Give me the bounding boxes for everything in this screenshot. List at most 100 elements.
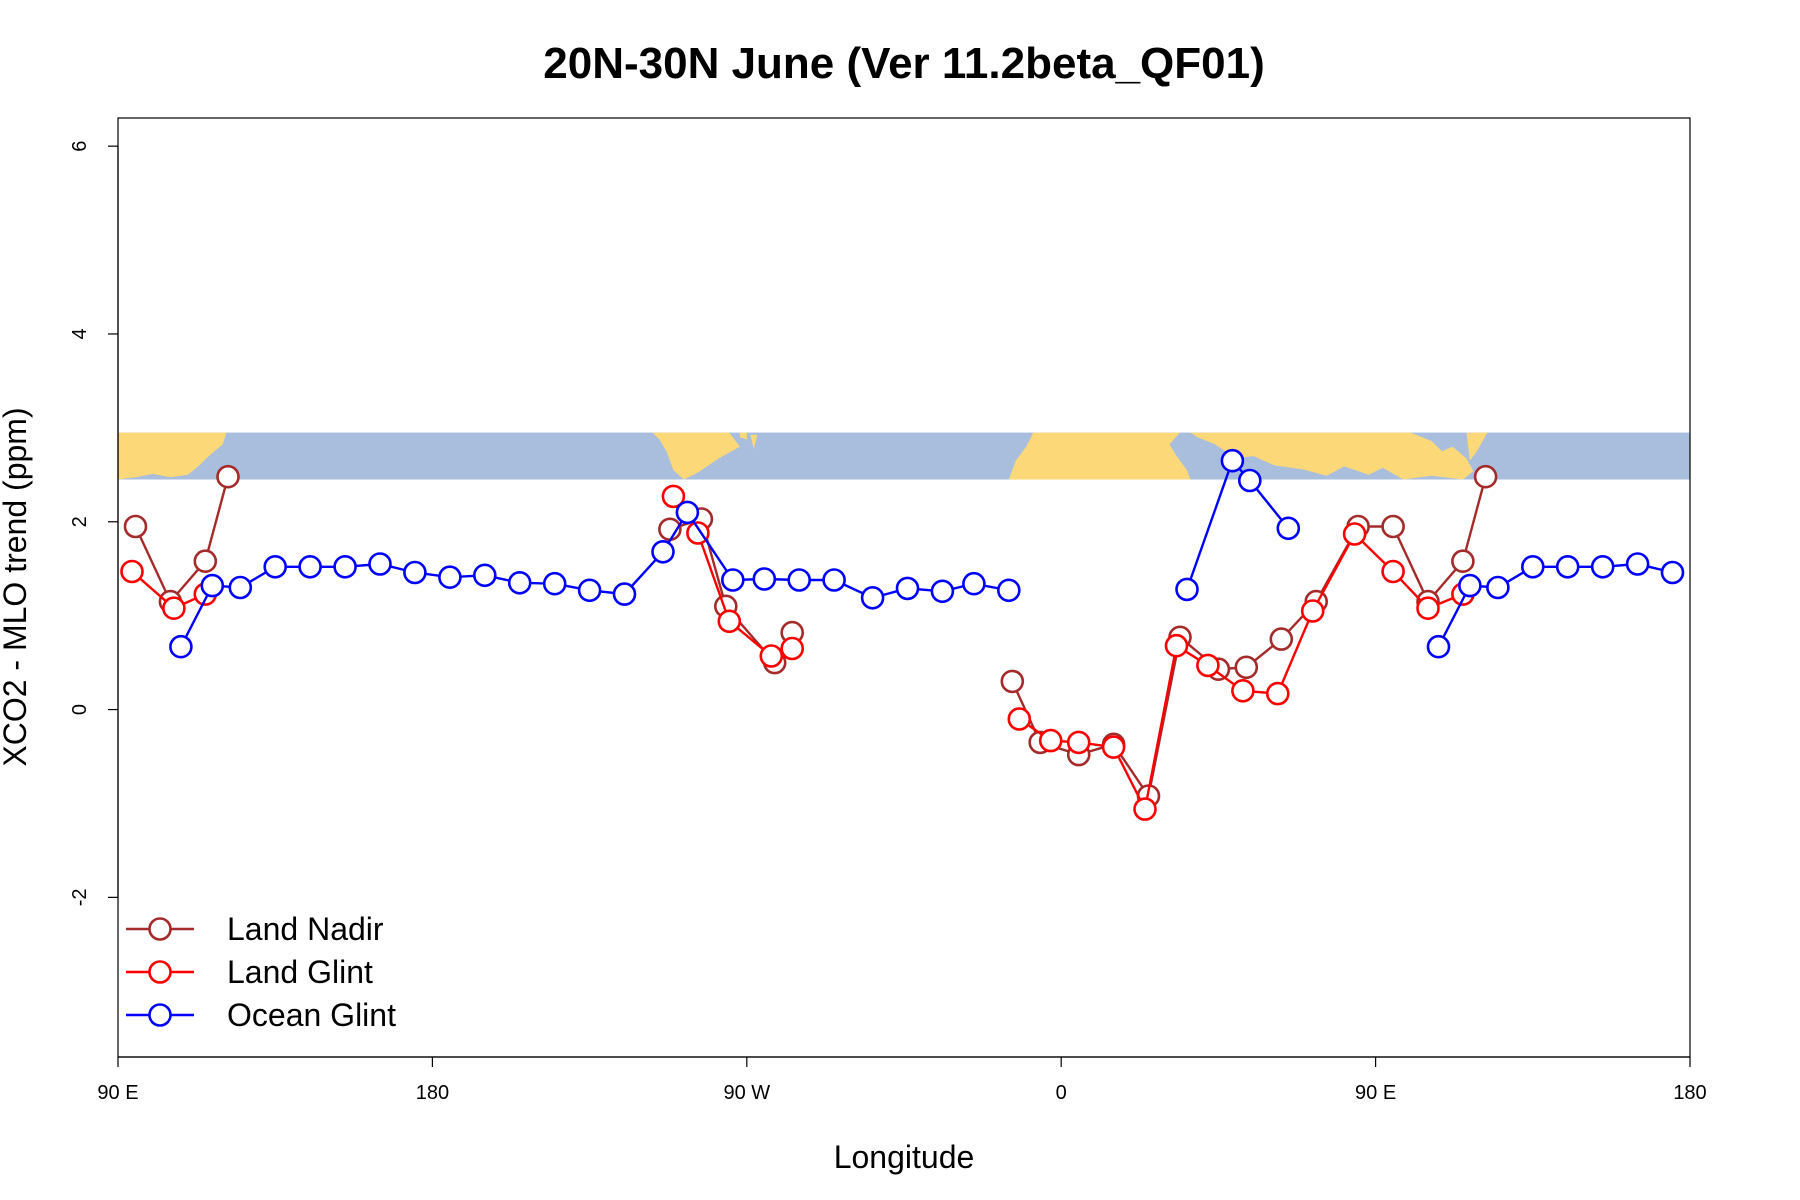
ocean-glint-point (577, 578, 602, 603)
land-nadir-point (1381, 514, 1405, 539)
land-glint-point (717, 609, 742, 634)
map-band (118, 432, 1690, 480)
ocean-glint-point (1238, 468, 1262, 493)
legend-marker (148, 960, 172, 984)
ocean-glint-point (1660, 560, 1685, 585)
ocean-glint-point (200, 573, 225, 598)
ocean-glint-line-0 (179, 510, 1010, 648)
land-glint-point (759, 644, 784, 668)
legend-marker (148, 917, 172, 941)
ocean-glint-point (720, 568, 745, 592)
ocean-glint-point (298, 554, 322, 579)
land-glint-point (1231, 678, 1255, 703)
ocean-glint-point (787, 568, 812, 592)
x-tick-label: 180 (1673, 1082, 1706, 1104)
land-shape-2 (739, 432, 747, 440)
land-glint-point (1133, 797, 1157, 821)
ocean-glint-point (612, 582, 637, 606)
land-glint-point (120, 559, 144, 584)
y-tick-label: 6 (69, 141, 91, 152)
y-tick-label: 2 (69, 516, 91, 527)
y-axis: -2 0 2 4 6 (69, 141, 119, 906)
ocean-glint-point (1555, 554, 1580, 579)
ocean-glint-point (1625, 552, 1650, 576)
x-tick-label: 90 E (97, 1082, 138, 1104)
ocean-glint-point (675, 500, 700, 525)
series-land-glint (120, 484, 1475, 821)
ocean-glint-point (1175, 577, 1199, 602)
ocean-glint-point (752, 567, 777, 591)
ocean-glint-point (228, 575, 253, 600)
legend-marker (148, 1003, 172, 1027)
ocean-glint-point (651, 539, 675, 564)
land-glint-point (1007, 707, 1032, 731)
legend-label: Ocean Glint (227, 997, 396, 1033)
ocean-glint-point (403, 560, 427, 585)
ocean-glint-point (438, 565, 462, 590)
series-layer (120, 448, 1685, 821)
x-axis: 90 E 180 90 W 0 90 E 180 (97, 1056, 1707, 1104)
land-glint-point (162, 596, 186, 621)
land-shape-0 (118, 432, 227, 480)
ocean-glint-point (263, 554, 288, 579)
ocean-glint-point (822, 568, 846, 592)
x-tick-label: 180 (416, 1082, 449, 1104)
series-ocean-glint (169, 448, 1685, 659)
ocean-glint-point (860, 585, 885, 610)
ocean-glint-point (1276, 516, 1301, 541)
y-axis-label: XCO2 - MLO trend (ppm) (0, 407, 33, 766)
land-glint-point (661, 484, 686, 509)
x-tick-label: 0 (1056, 1082, 1067, 1104)
x-axis-label: Longitude (834, 1139, 975, 1175)
legend-label: Land Glint (227, 954, 373, 990)
chart-title: 20N-30N June (Ver 11.2beta_QF01) (543, 39, 1264, 88)
ocean-glint-point (895, 576, 920, 601)
land-shape-6 (1466, 432, 1488, 461)
land-glint-point (1300, 599, 1325, 623)
legend-item-land-nadir: Land Nadir (126, 911, 384, 947)
ocean-glint-point (930, 579, 955, 604)
x-tick-label: 90 W (723, 1082, 770, 1104)
land-glint-point (1066, 730, 1091, 755)
legend-item-land-glint: Land Glint (126, 954, 373, 990)
ocean-glint-point (507, 570, 532, 595)
ocean-glint-point (1458, 573, 1482, 598)
land-nadir-point (216, 464, 240, 489)
ocean-glint-point (368, 552, 392, 576)
ocean-glint-line-1 (1185, 458, 1290, 590)
land-shape-5 (1190, 432, 1474, 480)
y-tick-label: 0 (69, 704, 91, 715)
land-glint-point (1381, 559, 1405, 584)
ocean-glint-point (169, 634, 193, 659)
land-glint-point (1164, 633, 1189, 658)
land-glint-point (1266, 681, 1290, 706)
land-nadir-point (193, 549, 218, 574)
x-tick-label: 90 E (1355, 1082, 1396, 1104)
ocean-glint-point (996, 578, 1021, 603)
ocean-glint-point (1521, 554, 1545, 579)
land-nadir-point (1473, 464, 1498, 489)
legend-item-ocean-glint: Ocean Glint (126, 997, 396, 1033)
ocean-glint-point (472, 563, 497, 588)
land-shape-3 (750, 434, 758, 449)
legend: Land Nadir Land Glint Ocean Glint (126, 911, 396, 1033)
ocean-glint-point (1220, 448, 1245, 473)
land-nadir-point (1451, 549, 1475, 574)
ocean-glint-point (1486, 575, 1510, 600)
ocean-glint-point (1590, 554, 1615, 579)
ocean-glint-point (962, 571, 986, 596)
land-nadir-line-0 (134, 476, 230, 604)
land-glint-point (1416, 596, 1440, 621)
y-tick-label: 4 (69, 328, 91, 339)
land-nadir-point (123, 514, 148, 539)
legend-label: Land Nadir (227, 911, 384, 947)
ocean-glint-point (1426, 634, 1451, 659)
land-glint-point (1342, 522, 1367, 546)
ocean-glint-point (333, 554, 357, 579)
land-glint-point (686, 521, 710, 545)
land-glint-point (1101, 735, 1126, 759)
ocean-glint-point (542, 571, 567, 596)
land-glint-point (1038, 728, 1063, 753)
land-glint-point (1196, 653, 1220, 678)
land-shape-1 (652, 432, 740, 480)
